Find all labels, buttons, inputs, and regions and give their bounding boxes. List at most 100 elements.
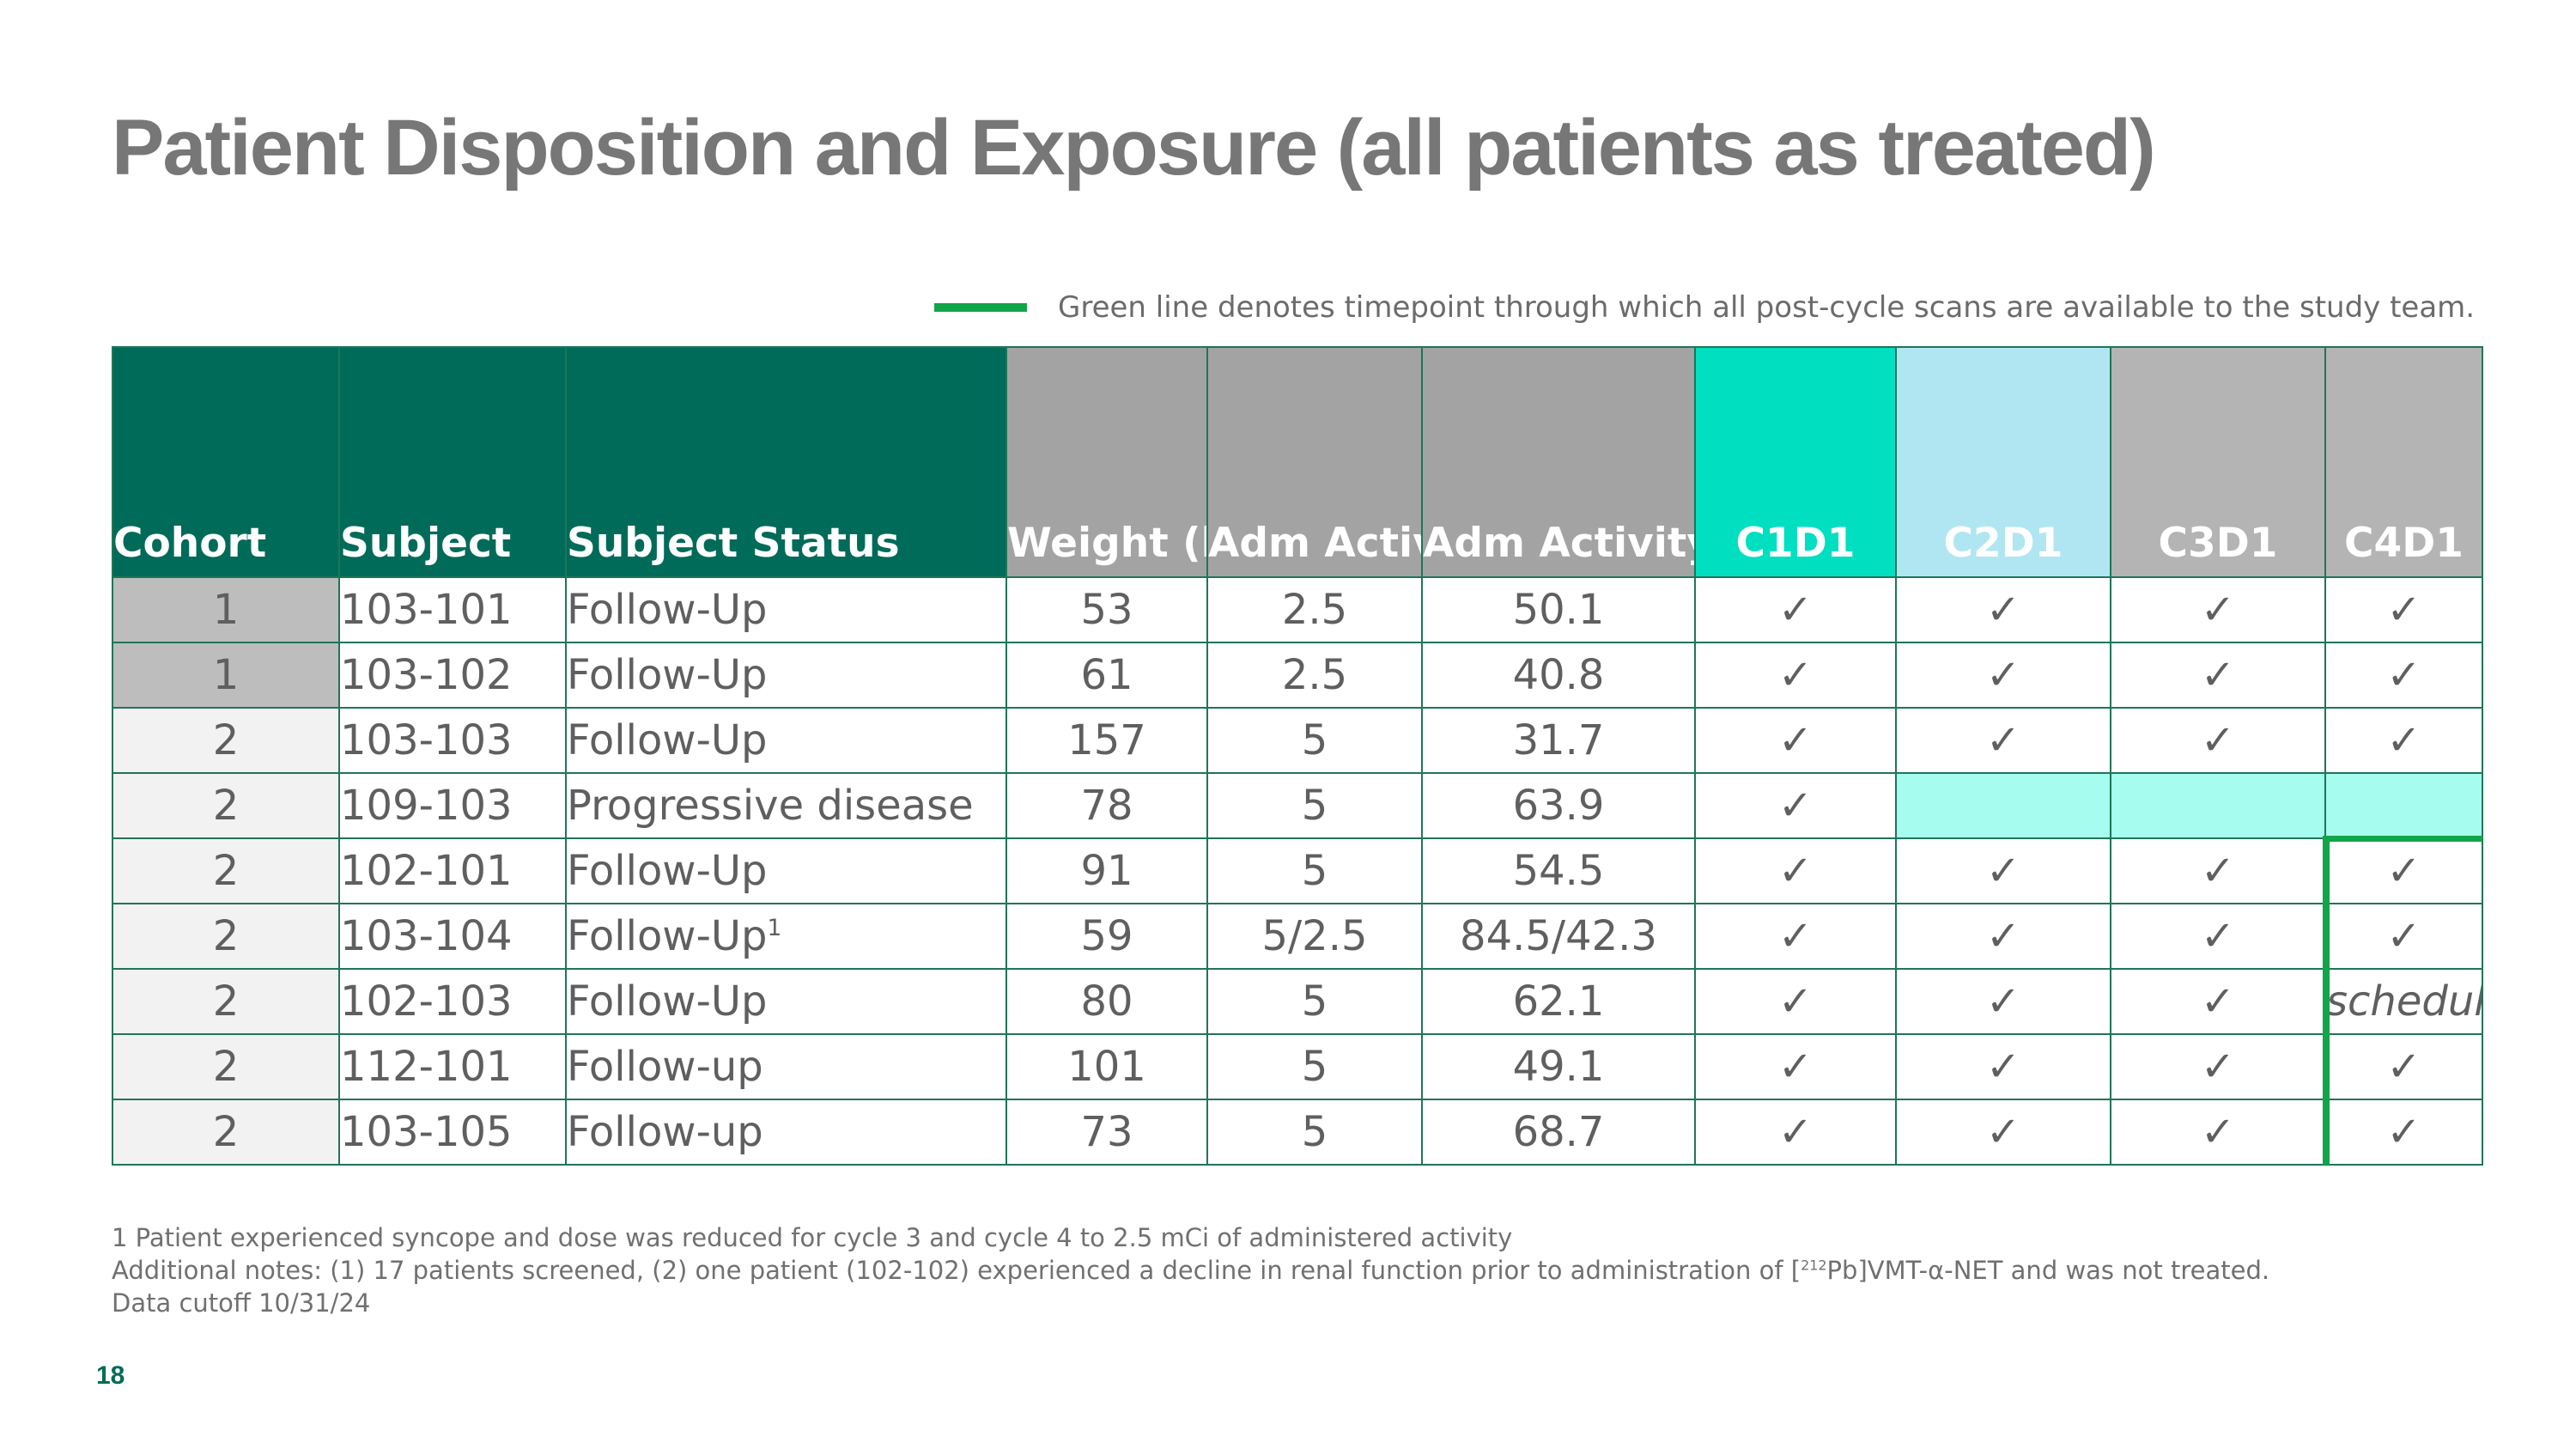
status-text: Follow-Up [567,912,768,960]
cohort-cell: 1 [112,576,340,643]
c1d1-check-icon: ✓ [1694,903,1897,970]
footnote-1: 1 Patient experienced syncope and dose w… [112,1223,1513,1252]
c1d1-check-icon: ✓ [1694,968,1897,1035]
activity-cell: 5 [1206,1099,1423,1166]
status-cell: Progressive disease [565,772,1007,839]
activity-per-weight-cell: 50.1 [1421,576,1696,643]
c2d1-check-icon: ✓ [1895,1099,2111,1166]
c1d1-check-icon: ✓ [1694,1099,1897,1166]
status-cell: Follow-Up [565,968,1007,1035]
c3d1-empty-cell [2110,772,2326,839]
footnote-2-superscript: 212 [1801,1257,1827,1274]
page-number: 18 [96,1361,125,1390]
c2d1-check-icon: ✓ [1895,968,2111,1035]
weight-cell: 101 [1005,1033,1208,1100]
c4d1-scheduled-cell: scheduled [2324,968,2483,1035]
cohort-cell: 2 [112,903,340,970]
subject-cell: 109-103 [338,772,567,839]
c2d1-check-icon: ✓ [1895,707,2111,774]
c1d1-check-icon: ✓ [1694,1033,1897,1100]
status-cell: Follow-Up [565,707,1007,774]
weight-cell: 91 [1005,837,1208,904]
status-cell: Follow-up [565,1033,1007,1100]
subject-cell: 103-102 [338,642,567,709]
header-status: Subject Status [565,346,1007,578]
subject-cell: 102-101 [338,837,567,904]
c3d1-check-icon: ✓ [2110,968,2326,1035]
footnote-marker: 1 [767,915,782,941]
subject-cell: 112-101 [338,1033,567,1100]
subject-cell: 103-101 [338,576,567,643]
legend-green-line [934,303,1027,312]
activity-per-weight-cell: 62.1 [1421,968,1696,1035]
footnote-data-cutoff: Data cutoff 10/31/24 [112,1288,371,1318]
disposition-table: Cohort Subject Subject Status Weight (kg… [112,346,2483,1166]
weight-cell: 80 [1005,968,1208,1035]
weight-cell: 59 [1005,903,1208,970]
cohort-cell: 2 [112,1033,340,1100]
c4d1-check-icon: ✓ [2324,707,2483,774]
table-row: 2 112-101 Follow-up 101 5 49.1 ✓ ✓ ✓ ✓ [112,1033,2483,1100]
status-cell: Follow-Up [565,837,1007,904]
header-c2d1: C2D1 [1895,346,2111,578]
weight-cell: 73 [1005,1099,1208,1166]
table-row: 2 102-101 Follow-Up 91 5 54.5 ✓ ✓ ✓ ✓ [112,837,2483,904]
status-text: Follow-Up [567,977,768,1026]
c1d1-check-icon: ✓ [1694,707,1897,774]
c2d1-check-icon: ✓ [1895,903,2111,970]
subject-cell: 103-105 [338,1099,567,1166]
cohort-cell: 2 [112,968,340,1035]
c4d1-check-icon: ✓ [2324,576,2483,643]
c2d1-check-icon: ✓ [1895,837,2111,904]
header-subject: Subject [338,346,567,578]
status-text: Follow-up [567,1108,763,1156]
cohort-cell: 2 [112,772,340,839]
slide-title: Patient Disposition and Exposure (all pa… [112,104,2156,192]
status-text: Follow-Up [567,847,768,895]
c1d1-check-icon: ✓ [1694,837,1897,904]
c1d1-check-icon: ✓ [1694,576,1897,643]
c2d1-empty-cell [1895,772,2111,839]
activity-per-weight-cell: 40.8 [1421,642,1696,709]
status-cell: Follow-Up [565,576,1007,643]
footnotes: 1 Patient experienced syncope and dose w… [112,1221,2269,1319]
c3d1-check-icon: ✓ [2110,837,2326,904]
status-text: Follow-Up [567,586,768,634]
footnote-2-text: Additional notes: (1) 17 patients screen… [112,1256,1801,1285]
c3d1-check-icon: ✓ [2110,1033,2326,1100]
c1d1-check-icon: ✓ [1694,772,1897,839]
activity-cell: 5 [1206,707,1423,774]
table-body: 1 103-101 Follow-Up 53 2.5 50.1 ✓ ✓ ✓ ✓ 1 103-102 Fo… [112,576,2483,1166]
weight-cell: 61 [1005,642,1208,709]
activity-per-weight-cell: 54.5 [1421,837,1696,904]
table-row: 1 103-102 Follow-Up 61 2.5 40.8 ✓ ✓ ✓ ✓ [112,642,2483,709]
header-c1d1: C1D1 [1694,346,1897,578]
footnote-2-text-end: Pb]VMT-α-NET and was not treated. [1826,1256,2270,1285]
c3d1-check-icon: ✓ [2110,1099,2326,1166]
legend-text: Green line denotes timepoint through whi… [1058,290,2476,325]
activity-per-weight-cell: 68.7 [1421,1099,1696,1166]
activity-cell: 5 [1206,968,1423,1035]
table-row: 2 103-104 Follow-Up1 59 5/2.5 84.5/42.3 ✓ ✓ ✓ ✓ [112,903,2483,970]
status-text: Follow-Up [567,651,768,699]
c4d1-check-icon: ✓ [2324,642,2483,709]
header-c3d1: C3D1 [2110,346,2326,578]
scan-availability-line-vertical [2323,836,2330,1165]
status-text: Follow-up [567,1043,763,1091]
activity-cell: 5 [1206,837,1423,904]
c4d1-check-icon: ✓ [2324,903,2483,970]
header-activity-per-weight: Adm Activity per Weight (μCi/kg) [1421,346,1696,578]
weight-cell: 53 [1005,576,1208,643]
footnote-additional-notes: Additional notes: (1) 17 patients screen… [112,1254,2269,1287]
scan-availability-line-horizontal [2323,836,2482,842]
cohort-cell: 1 [112,642,340,709]
c3d1-check-icon: ✓ [2110,576,2326,643]
weight-cell: 157 [1005,707,1208,774]
header-cohort: Cohort [112,346,340,578]
status-cell: Follow-Up1 [565,903,1007,970]
header-weight: Weight (kg) [1005,346,1208,578]
activity-cell: 2.5 [1206,576,1423,643]
c3d1-check-icon: ✓ [2110,707,2326,774]
cohort-cell: 2 [112,1099,340,1166]
